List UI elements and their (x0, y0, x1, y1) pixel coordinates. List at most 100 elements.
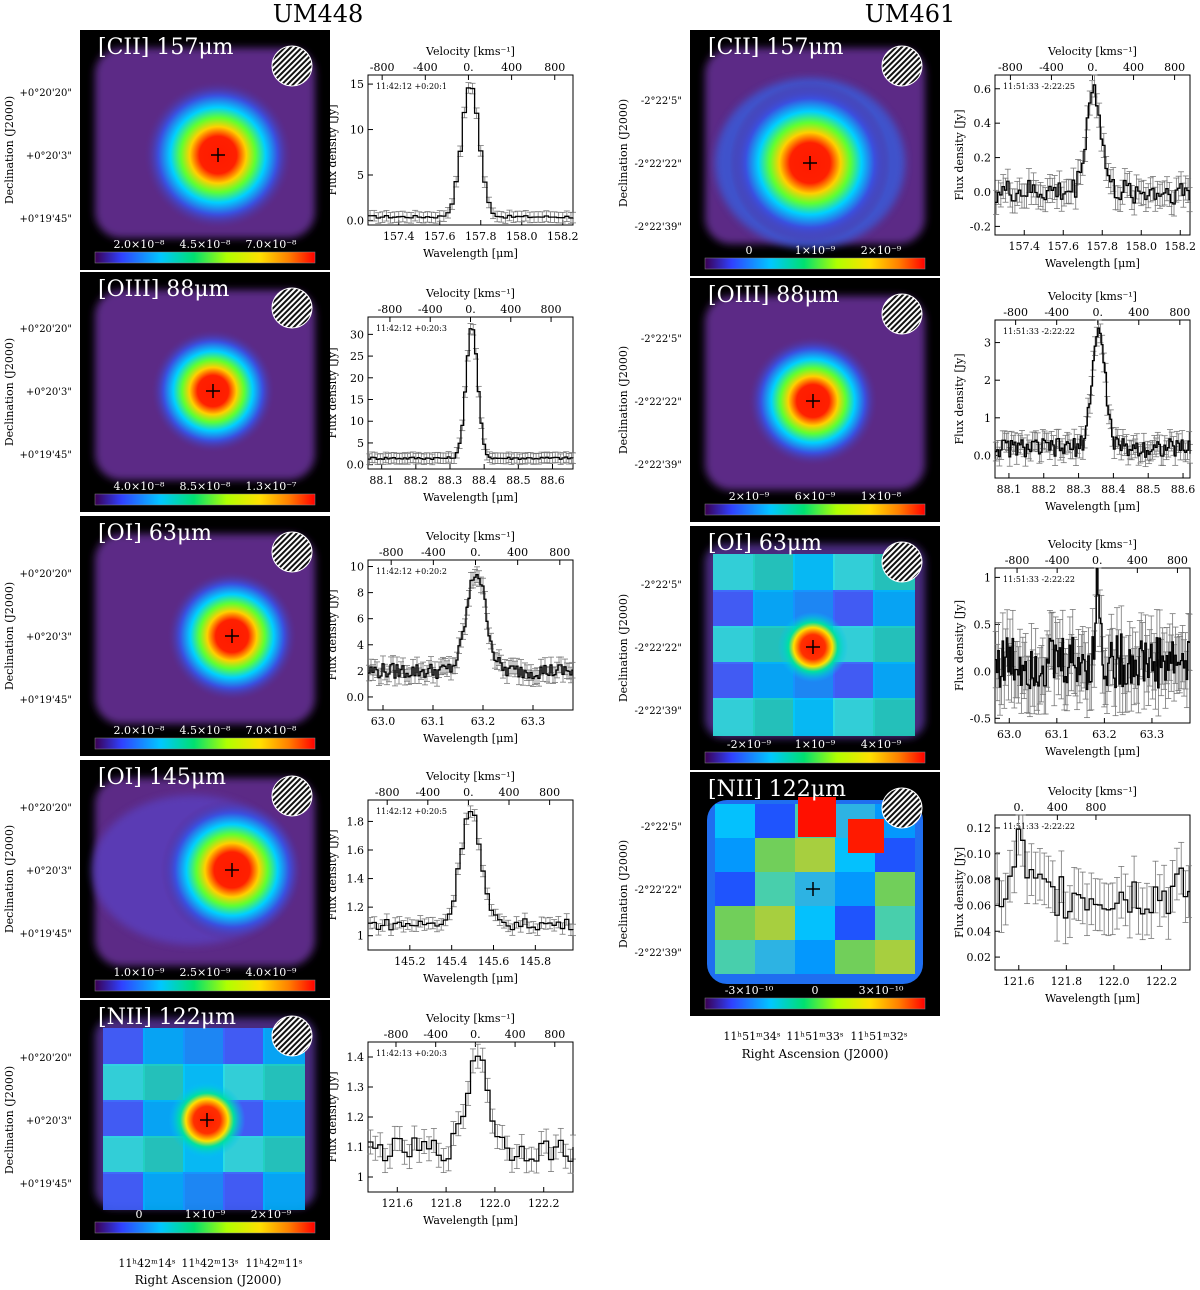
y-tick-label: 2 (984, 374, 991, 387)
map-bright-patch (798, 797, 836, 837)
colorbar-tick-label: 2×10⁻⁹ (861, 244, 902, 257)
map-patch (793, 698, 835, 736)
velocity-tick-label: -400 (1044, 306, 1069, 319)
map-patch (183, 1172, 225, 1210)
y-tick-label: 0.04 (967, 925, 992, 938)
map-patch (875, 940, 915, 974)
map-patch (223, 1172, 265, 1210)
y-tick-label: 6 (357, 613, 364, 626)
x-tick-label: 158.0 (506, 230, 538, 243)
map-patch (713, 698, 755, 736)
map-patch (223, 1028, 265, 1066)
x-tick-label: 122.0 (479, 1197, 511, 1210)
y-tick-label: 1 (357, 930, 364, 943)
colorbar-tick-label: 6×10⁻⁹ (795, 490, 836, 503)
dec-tick-label: -2°22'22" (634, 159, 682, 170)
x-tick-label: 122.2 (528, 1197, 560, 1210)
x-tick-label: 145.6 (478, 955, 510, 968)
velocity-tick-label: -800 (1005, 554, 1030, 567)
y-tick-label: 0.2 (974, 152, 992, 165)
ra-tick-label: 11ʰ51ᵐ34ˢ (723, 1030, 780, 1043)
title-right: UM461 (865, 0, 956, 28)
spectrum-line (368, 1055, 574, 1162)
velocity-tick-label: 0. (1092, 306, 1103, 319)
dec-axis-label: Declination (J2000) (3, 96, 16, 204)
velocity-tick-label: 400 (505, 1028, 526, 1041)
spectrum-panel: 88.1 88.2 88.3 88.4 88.5 88.6 0.0 5 10 15 20 25 30 -8… (326, 287, 576, 504)
velocity-tick-label: -800 (379, 546, 404, 559)
y-tick-label: 1.1 (347, 1141, 365, 1154)
colorbar-tick-label: 2×10⁻⁹ (729, 490, 770, 503)
x-tick-label: 158.0 (1126, 240, 1158, 253)
map-patch (835, 940, 875, 974)
map-panel: [NII] 122μm 0 1×10⁻⁹ 2×10⁻⁹ +0°20'20" +0°20'3… (3, 1000, 330, 1240)
x-tick-label: 157.6 (1048, 240, 1080, 253)
spectrum-frame (367, 799, 574, 951)
x-tick-label: 88.1 (369, 474, 394, 487)
dec-tick-label: -2°22'39" (634, 222, 682, 233)
source-position-cross (225, 629, 239, 643)
map-patch (263, 1100, 305, 1138)
velocity-tick-label: 0. (1092, 554, 1103, 567)
ra-tick-label: 11ʰ51ᵐ33ˢ (786, 1030, 843, 1043)
spectrum-line (368, 87, 574, 219)
map-bright-patch (848, 819, 884, 853)
y-tick-label: 5 (357, 437, 364, 450)
map-patch (755, 940, 795, 974)
spectrum-panel: 88.1 88.2 88.3 88.4 88.5 88.6 0.0 1 2 3 -800 -400 0.… (953, 290, 1195, 513)
x-tick-label: 88.6 (1171, 483, 1196, 496)
beam-size-marker (271, 1015, 313, 1057)
y-tick-label: 0.12 (967, 822, 992, 835)
map-line-label: [OIII] 88μm (98, 277, 230, 302)
flux-axis-label: Flux density [Jy] (953, 847, 966, 938)
map-panel: [OI] 63μm -2×10⁻⁹ 1×10⁻⁹ 4×10⁻⁹ -2°22'5" -2°2… (617, 526, 940, 770)
colorbar-tick-label: 4.5×10⁻⁸ (180, 724, 232, 737)
spectrum-panel: 63.0 63.1 63.2 63.3 -0.5 0.0 0.5 1 -800 -400 0. 400… (953, 538, 1193, 758)
spectrum-position-label: 11:42:12 +0:20:2 (376, 567, 447, 576)
colorbar-tick-label: 7.0×10⁻⁸ (246, 724, 298, 737)
source-position-cross (211, 148, 225, 162)
y-tick-label: -0.2 (970, 220, 991, 233)
colorbar-tick-label: 4.0×10⁻⁸ (114, 480, 166, 493)
y-tick-label: 1 (984, 571, 991, 584)
dec-axis-label: Declination (J2000) (3, 582, 16, 690)
x-tick-label: 157.6 (424, 230, 456, 243)
map-panel: [OI] 145μm 1.0×10⁻⁹ 2.5×10⁻⁹ 4.0×10⁻⁹ +0°20'… (3, 760, 330, 998)
beam-size-marker (881, 787, 923, 829)
flux-axis-label: Flux density [Jy] (326, 347, 339, 438)
dec-tick-label: -2°22'5" (641, 96, 682, 107)
map-panel: [OI] 63μm 2.0×10⁻⁸ 4.5×10⁻⁸ 7.0×10⁻⁸ +0°20'2… (3, 516, 330, 756)
dec-tick-label: -2°22'22" (634, 397, 682, 408)
map-patch (795, 940, 835, 974)
ra-axis-label: Right Ascension (J2000) (135, 1273, 282, 1287)
source-position-cross (225, 863, 239, 877)
dec-tick-label: +0°20'20" (19, 1053, 72, 1064)
dec-tick-label: +0°20'3" (26, 387, 72, 398)
beam-size-marker (271, 45, 313, 87)
velocity-axis-label: Velocity [kms⁻¹] (425, 1012, 515, 1025)
spectrum-frame (367, 74, 574, 226)
map-panel: [CII] 157μm 0 1×10⁻⁹ 2×10⁻⁹ -2°22'5" -2°22'22… (617, 30, 940, 276)
dec-axis-label: Declination (J2000) (3, 825, 16, 933)
dec-tick-label: -2°22'39" (634, 706, 682, 717)
x-tick-label: 63.2 (471, 715, 496, 728)
x-tick-label: 88.2 (404, 474, 429, 487)
velocity-tick-label: 400 (1047, 801, 1068, 814)
spectrum-panel: 157.4 157.6 157.8 158.0 158.2 -0.2 0.0 0.2 0.4 0.… (953, 45, 1196, 270)
colorbar-tick-label: 1×10⁻⁸ (861, 490, 902, 503)
y-tick-label: -0.5 (970, 712, 991, 725)
map-patch (755, 906, 795, 940)
wavelength-axis-label: Wavelength [μm] (1045, 500, 1140, 513)
y-tick-label: 2 (357, 665, 364, 678)
y-tick-label: 0.08 (967, 874, 992, 887)
title-left: UM448 (273, 0, 364, 28)
ra-tick-label: 11ʰ42ᵐ11ˢ (245, 1257, 302, 1270)
source-position-cross (206, 384, 220, 398)
colorbar-tick-label: 1×10⁻⁹ (795, 738, 836, 751)
velocity-tick-label: 800 (1164, 61, 1185, 74)
spectrum-panel: 157.4 157.6 157.8 158.0 158.2 0.0 5 10 15 -800 -40… (326, 45, 579, 260)
spectrum-line (995, 567, 1190, 691)
velocity-tick-label: 400 (1127, 554, 1148, 567)
map-patch (873, 698, 915, 736)
spectrum-line (368, 574, 573, 680)
